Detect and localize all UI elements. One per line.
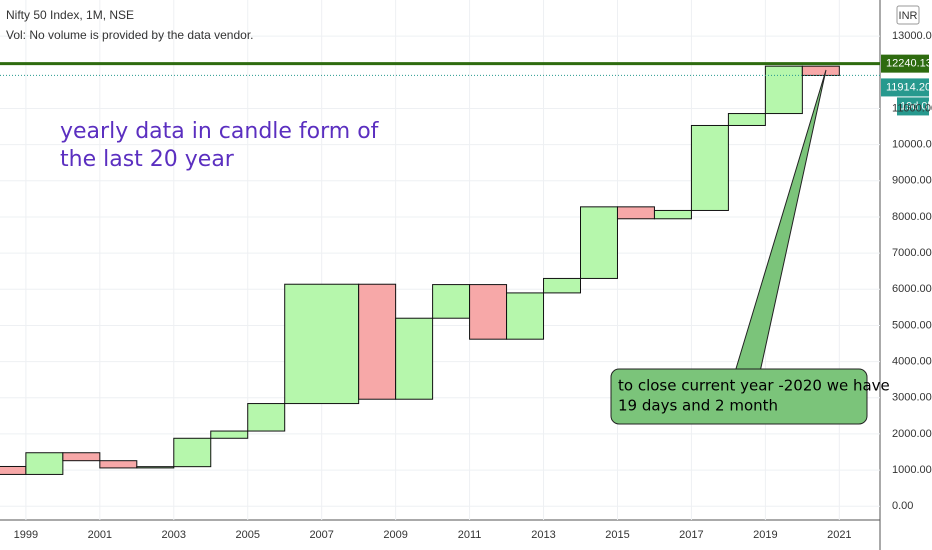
last-tag-bg <box>881 78 929 97</box>
x-tick-label: 2021 <box>827 529 851 541</box>
y-tick-label: 10000.00 <box>892 139 932 151</box>
x-tick-label: 2015 <box>605 529 629 541</box>
year-box <box>136 466 175 469</box>
year-box <box>506 292 545 340</box>
currency-box[interactable] <box>896 5 920 25</box>
price-tags: 12240.13 11914.20 19d 0h <box>881 54 932 116</box>
year-box <box>469 284 508 340</box>
year-box <box>247 403 286 432</box>
year-box <box>0 465 27 475</box>
high-tag-bg <box>881 54 929 73</box>
year-box <box>210 430 249 439</box>
y-tick-label: 11000.00 <box>892 102 932 114</box>
y-tick-label: 7000.00 <box>892 247 932 259</box>
countdown-bg <box>897 97 929 116</box>
year-box <box>653 209 692 220</box>
year-box <box>25 452 64 475</box>
callout-box <box>610 368 868 425</box>
subtitle: Vol: No volume is provided by the data v… <box>6 28 253 42</box>
year-box <box>395 317 434 400</box>
y-tick-label: 3000.00 <box>892 392 932 404</box>
x-tick-label: 2005 <box>235 529 259 541</box>
currency[interactable]: INR <box>899 10 918 22</box>
y-tick-label: 4000.00 <box>892 356 932 368</box>
x-tick-label: 2003 <box>162 529 186 541</box>
y-tick-label: 6000.00 <box>892 283 932 295</box>
year-box <box>99 460 138 469</box>
grid <box>0 0 880 520</box>
x-tick-label: 2011 <box>458 529 482 541</box>
x-tick-label: 2009 <box>383 529 407 541</box>
x-tick-label: 2013 <box>531 529 555 541</box>
x-tick-label: 2007 <box>309 529 333 541</box>
year-box <box>727 113 766 126</box>
x-tick-label: 1999 <box>14 529 38 541</box>
callout-line: to close current year -2020 we have <box>618 377 890 395</box>
chart-title: Nifty 50 Index, 1M, NSE <box>6 8 134 22</box>
y-tick-label: 9000.00 <box>892 175 932 187</box>
countdown: 19d 0h <box>900 100 932 112</box>
year-box <box>432 284 471 319</box>
year-box <box>616 206 655 220</box>
year-box <box>543 277 582 294</box>
y-tick-label: 13000.00 <box>892 30 932 42</box>
year-box <box>764 65 803 115</box>
year-box <box>284 283 360 405</box>
annotation-line: the last 20 year <box>60 147 235 172</box>
year-box <box>173 437 212 468</box>
x-tick-label: 2019 <box>753 529 777 541</box>
marks <box>0 62 880 475</box>
x-tick-label: 2017 <box>679 529 703 541</box>
year-box <box>690 124 729 211</box>
x-tick-label: 2001 <box>88 529 112 541</box>
y-tick-label: 8000.00 <box>892 211 932 223</box>
annotation-line: yearly data in candle form of <box>60 119 380 144</box>
y-tick-label: 5000.00 <box>892 319 932 331</box>
high-tag: 12240.13 <box>886 58 932 70</box>
last-tag: 11914.20 <box>886 81 931 93</box>
y-tick-label: 1000.00 <box>892 464 932 476</box>
year-box <box>62 452 101 462</box>
y-tick-label: 2000.00 <box>892 428 932 440</box>
year-box <box>580 206 618 279</box>
callout-line: 19 days and 2 month <box>618 397 778 415</box>
y-tick-label: 0.00 <box>892 500 913 512</box>
year-box <box>358 283 397 400</box>
year-box <box>801 65 840 76</box>
